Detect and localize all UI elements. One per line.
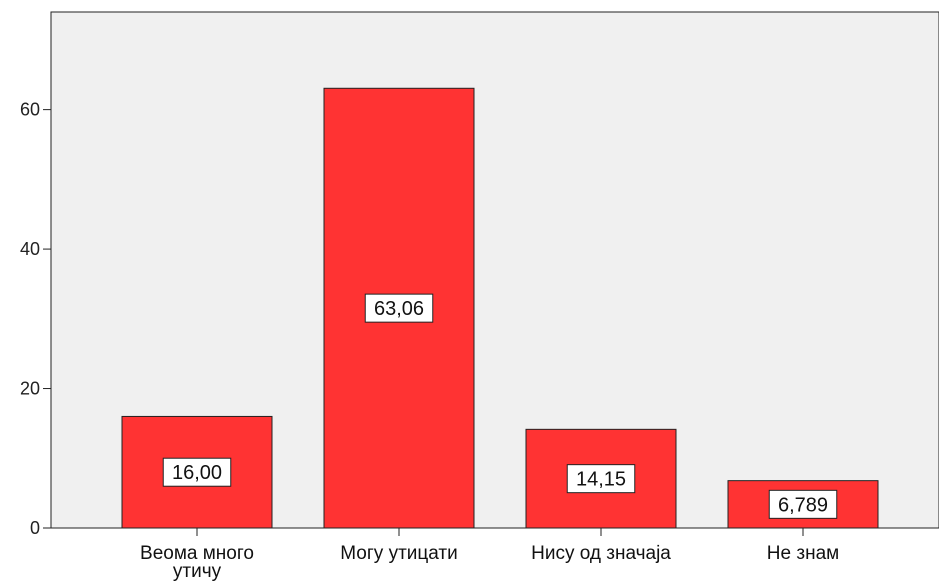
data-label-text: 63,06 (374, 298, 424, 320)
y-tick-label: 0 (30, 518, 40, 538)
data-labels: 16,00 63,06 14,15 6,789 (162, 293, 838, 519)
data-label: 14,15 (566, 464, 636, 494)
data-label-text: 14,15 (576, 469, 626, 491)
y-tick-label: 40 (20, 239, 40, 259)
data-label-box (768, 489, 838, 519)
y-axis: 0 20 40 60 (20, 100, 51, 538)
x-axis: Веома много утичу Могу утицати Нису од знач… (140, 528, 839, 582)
y-tick-label: 60 (20, 100, 40, 120)
x-tick-label: Могу утицати (340, 543, 457, 564)
data-label: 16,00 (162, 457, 232, 487)
data-label-box (162, 457, 232, 487)
data-label: 63,06 (364, 293, 434, 323)
y-tick-label: 20 (20, 379, 40, 399)
x-tick-label: Веома много утичу (140, 543, 254, 582)
x-tick-label: Не знам (767, 543, 839, 564)
x-tick-label: Нису од значаја (531, 543, 671, 564)
bar (525, 428, 677, 529)
data-label-text: 6,789 (778, 494, 828, 516)
data-label-box (566, 464, 636, 494)
data-label-box (364, 293, 434, 323)
data-label-text: 16,00 (172, 462, 222, 484)
data-label: 6,789 (768, 489, 838, 519)
